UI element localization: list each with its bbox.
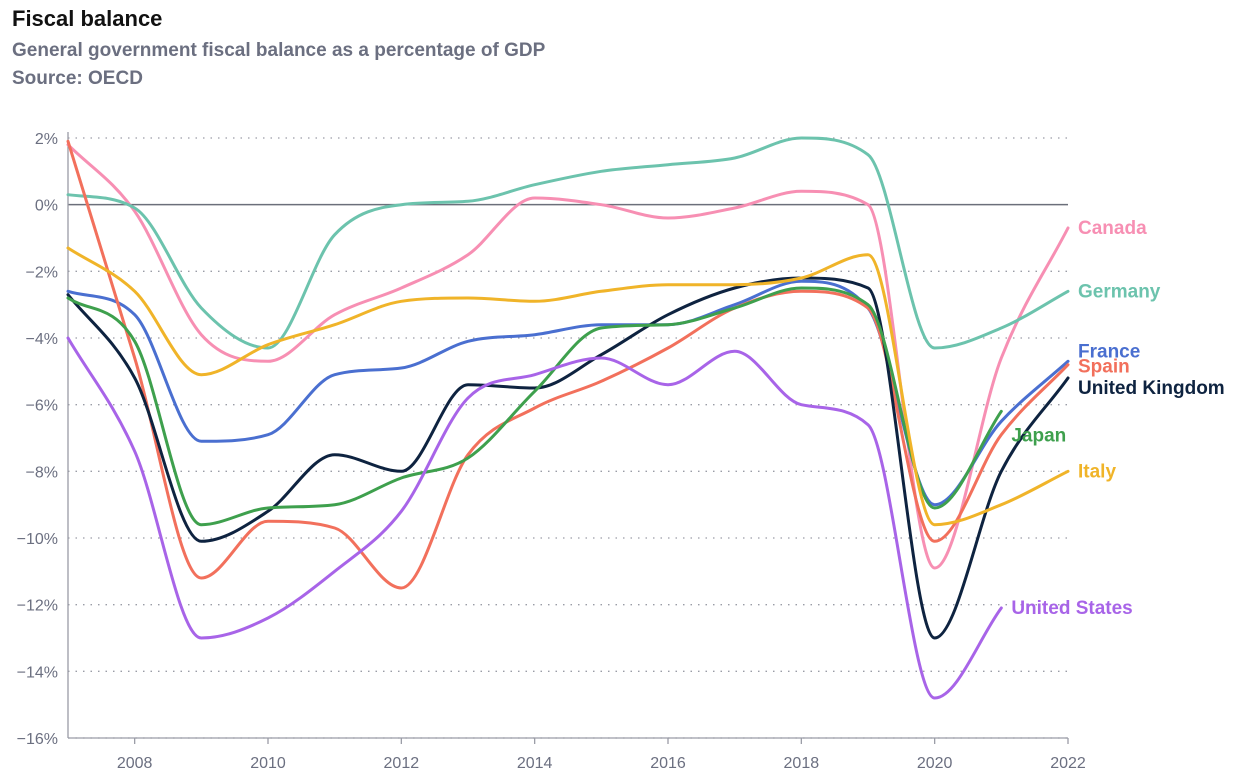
series-label-united-kingdom: United Kingdom xyxy=(1078,378,1225,399)
chart-title: Fiscal balance xyxy=(12,6,163,31)
chart-source: Source: OECD xyxy=(12,68,143,89)
y-tick-label: −14% xyxy=(17,664,58,681)
y-tick-label: −12% xyxy=(17,598,58,615)
series-label-france: France xyxy=(1078,341,1140,362)
series-label-italy: Italy xyxy=(1078,461,1116,482)
y-tick-label: −8% xyxy=(26,464,58,481)
series-line-united-states xyxy=(66,336,1003,700)
y-tick-label: −2% xyxy=(26,264,58,281)
series-line-japan xyxy=(66,286,1003,527)
x-tick-label: 2014 xyxy=(517,755,553,772)
y-axis-ticks: 2% 0% −2% −4% −6% −8% −10% −12% −14% −16% xyxy=(17,131,58,748)
x-tick-label: 2008 xyxy=(117,755,153,772)
x-tick-label: 2010 xyxy=(250,755,286,772)
y-tick-label: 0% xyxy=(35,198,58,215)
y-tick-label: −16% xyxy=(17,731,58,748)
series-lines xyxy=(66,136,1070,700)
x-axis-ticks: 2008 2010 2012 2014 2016 2018 2020 2022 xyxy=(117,738,1086,772)
y-tick-label: −6% xyxy=(26,398,58,415)
series-label-canada: Canada xyxy=(1078,218,1147,239)
x-tick-label: 2016 xyxy=(650,755,686,772)
series-line-united-kingdom xyxy=(66,276,1070,640)
series-line-italy xyxy=(66,246,1070,527)
series-line-germany xyxy=(66,136,1070,350)
x-tick-label: 2020 xyxy=(917,755,953,772)
x-tick-label: 2012 xyxy=(384,755,420,772)
chart-subtitle: General government fiscal balance as a p… xyxy=(12,40,546,61)
series-label-germany: Germany xyxy=(1078,281,1161,302)
y-tick-label: 2% xyxy=(35,131,58,148)
series-label-spain: Spain xyxy=(1078,357,1130,378)
x-tick-label: 2018 xyxy=(784,755,820,772)
series-label-japan: Japan xyxy=(1011,425,1066,446)
y-tick-label: −10% xyxy=(17,531,58,548)
series-line-spain xyxy=(66,139,1070,590)
series-label-united-states: United States xyxy=(1011,598,1132,619)
y-tick-label: −4% xyxy=(26,331,58,348)
gridlines xyxy=(67,132,1068,739)
x-tick-label: 2022 xyxy=(1050,755,1086,772)
